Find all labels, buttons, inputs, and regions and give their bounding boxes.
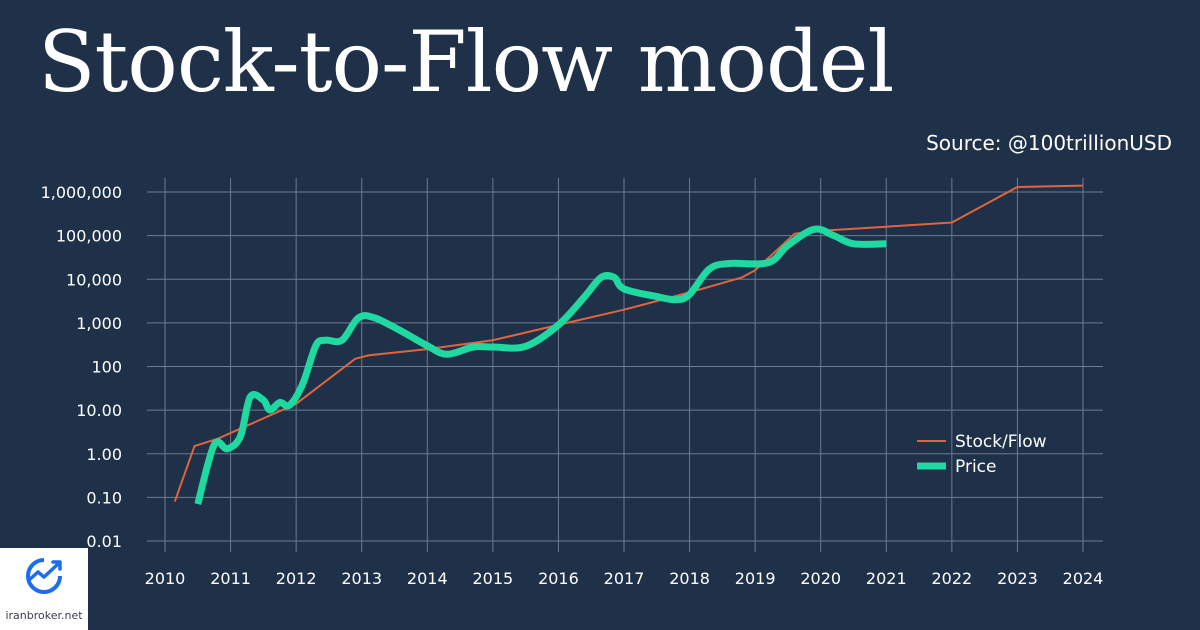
y-tick-label: 0.10 [86, 488, 122, 507]
chart-title: Stock-to-Flow model [38, 13, 894, 111]
series-line-price [194, 225, 887, 506]
logo-text: iranbroker.net [5, 609, 83, 622]
x-tick-label: 2018 [669, 569, 710, 588]
x-tick-label: 2012 [276, 569, 317, 588]
legend-label-price: Price [955, 457, 996, 477]
source-label: Source: @100trillionUSD [926, 131, 1172, 155]
x-tick-label: 2022 [931, 569, 972, 588]
trend-up-icon [26, 558, 62, 594]
y-tick-label: 1,000,000 [41, 183, 122, 202]
y-tick-label: 10.00 [76, 401, 122, 420]
x-tick-label: 2019 [735, 569, 776, 588]
y-tick-label: 1,000 [76, 314, 122, 333]
series-line-stock-flow [173, 184, 1084, 502]
y-tick-label: 0.01 [86, 532, 122, 551]
x-tick-label: 2017 [604, 569, 645, 588]
x-tick-label: 2011 [210, 569, 251, 588]
x-tick-label: 2021 [866, 569, 907, 588]
y-tick-label: 10,000 [66, 270, 122, 289]
x-tick-label: 2014 [407, 569, 448, 588]
x-tick-label: 2015 [472, 569, 513, 588]
y-tick-label: 1.00 [86, 445, 122, 464]
legend-label-stock-flow: Stock/Flow [955, 432, 1047, 452]
y-tick-label: 100 [91, 358, 122, 377]
x-tick-label: 2013 [341, 569, 382, 588]
x-tick-label: 2024 [1063, 569, 1104, 588]
logo: iranbroker.net [0, 548, 88, 630]
x-tick-label: 2016 [538, 569, 579, 588]
y-tick-label: 100,000 [56, 227, 122, 246]
x-tick-label: 2023 [997, 569, 1038, 588]
x-tick-label: 2010 [145, 569, 186, 588]
x-tick-label: 2020 [800, 569, 841, 588]
